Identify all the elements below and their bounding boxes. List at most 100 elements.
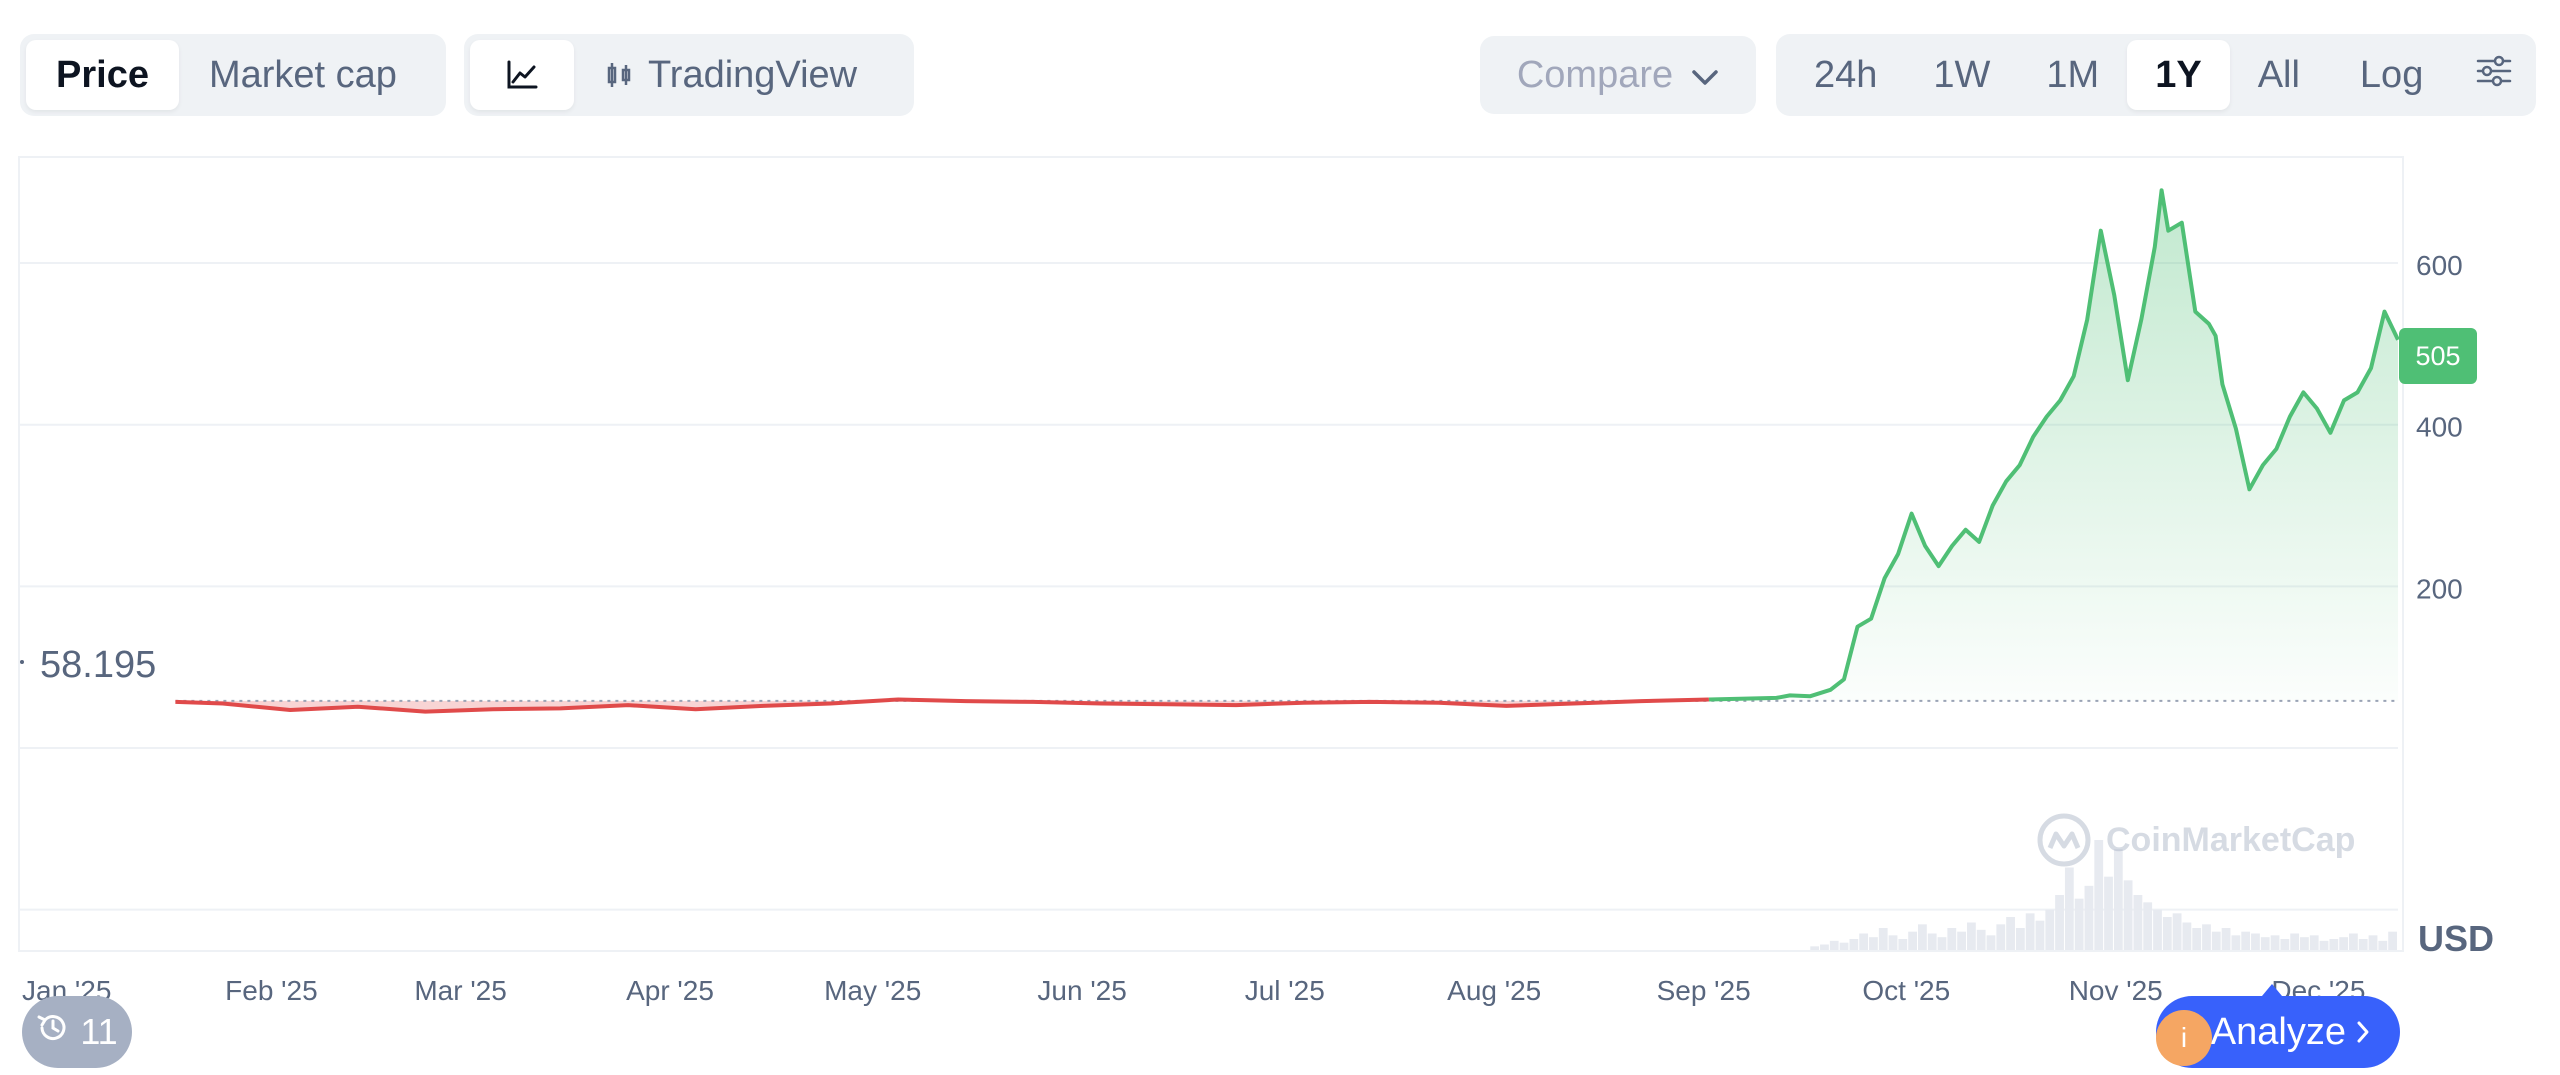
volume-bar (2349, 933, 2358, 950)
volume-bar (2319, 940, 2329, 950)
volume-bar (1996, 924, 2006, 950)
history-count: 11 (80, 1011, 118, 1052)
coinmarketcap-logo-icon (2037, 813, 2091, 867)
history-button[interactable]: 11 (22, 996, 132, 1068)
y-tick-label: 400 (2416, 412, 2463, 443)
volume-bar (2064, 867, 2074, 950)
volume-bar (2339, 937, 2349, 950)
volume-bar (2123, 880, 2133, 950)
volume-bar (2378, 940, 2388, 950)
volume-bar (1810, 946, 1820, 950)
sliders-icon (2475, 54, 2513, 97)
volume-bar (2006, 917, 2015, 950)
volume-bar (1986, 935, 1996, 950)
range-1y[interactable]: 1Y (2127, 40, 2230, 110)
volume-bar (2300, 937, 2309, 950)
volume-bar (1829, 940, 1839, 950)
volume-bar (2211, 931, 2221, 950)
info-icon[interactable]: i (2156, 1010, 2212, 1066)
volume-bar (2162, 917, 2172, 950)
volume-bar (2290, 933, 2300, 950)
log-scale-toggle[interactable]: Log (2359, 53, 2424, 96)
volume-bar (2329, 939, 2339, 950)
volume-bar (1878, 928, 1888, 950)
volume-bar (2309, 935, 2319, 950)
time-range-selector: 24h 1W 1M 1Y All Log (1776, 34, 2536, 116)
volume-bar (1918, 924, 1927, 950)
volume-bar (2182, 922, 2192, 950)
volume-bar (1947, 928, 1957, 950)
volume-bar (1839, 942, 1849, 950)
volume-bar (1927, 933, 1937, 950)
x-tick-label: May '25 (824, 975, 921, 1006)
volume-bar (2094, 840, 2104, 950)
chevron-down-icon (1691, 54, 1719, 97)
volume-bar (2104, 876, 2113, 950)
volume-bar (2192, 928, 2202, 950)
x-tick-label: Jul '25 (1245, 975, 1325, 1006)
y-tick-label: 200 (2416, 573, 2463, 604)
tradingview-button[interactable]: TradingView (574, 40, 887, 110)
chart-settings-button[interactable] (2455, 40, 2533, 110)
volume-bar (2074, 898, 2084, 950)
volume-bar (1849, 939, 1859, 950)
volume-bar (2388, 931, 2397, 950)
volume-bar (1820, 944, 1829, 950)
tab-price[interactable]: Price (26, 40, 179, 110)
baseline-price-label: 58.195 (36, 644, 161, 687)
current-price-badge: 505 (2399, 328, 2477, 384)
analyze-label: Analyze (2210, 1010, 2346, 1053)
line-chart-icon (506, 60, 538, 90)
x-tick-label: Mar '25 (414, 975, 507, 1006)
volume-bar (1869, 937, 1878, 950)
baseline-marker (20, 660, 24, 664)
volume-bar (2153, 909, 2162, 950)
compare-dropdown[interactable]: Compare (1480, 36, 1756, 114)
volume-bar (2133, 895, 2143, 950)
chevron-right-icon (2356, 1011, 2370, 1054)
volume-bar (1888, 935, 1898, 950)
volume-bar (2045, 909, 2055, 950)
volume-bar (1966, 922, 1976, 950)
compare-label: Compare (1516, 53, 1674, 96)
up-area-fill (1708, 190, 2398, 701)
watermark: CoinMarketCap (2036, 812, 2355, 868)
volume-bar (2251, 933, 2260, 950)
price-line-down (175, 697, 1709, 714)
x-tick-label: Nov '25 (2069, 975, 2163, 1006)
volume-bar (2015, 928, 2025, 950)
x-tick-label: Feb '25 (225, 975, 318, 1006)
volume-bar (2231, 935, 2241, 950)
history-icon (36, 1011, 70, 1054)
volume-bar (2260, 937, 2270, 950)
x-tick-label: Sep '25 (1657, 975, 1751, 1006)
chart-view-toggle: TradingView (464, 34, 914, 116)
range-24h[interactable]: 24h (1814, 53, 1878, 96)
volume-bar (2202, 924, 2211, 950)
range-1w[interactable]: 1W (1933, 53, 1991, 96)
volume-bar (2084, 885, 2094, 950)
volume-bar (1908, 931, 1918, 950)
volume-bar (2143, 902, 2153, 950)
volume-bar (1957, 931, 1966, 950)
volume-bar (2113, 849, 2123, 950)
x-tick-label: Jun '25 (1037, 975, 1126, 1006)
tab-market-cap[interactable]: Market cap (208, 53, 397, 96)
price-line-up (1708, 188, 2400, 702)
volume-bar (2025, 913, 2035, 950)
volume-bar (1898, 939, 1908, 950)
volume-bar (1976, 929, 1986, 950)
volume-bar (2270, 935, 2280, 950)
price-chart-area[interactable] (18, 156, 2404, 952)
volume-bar (2221, 928, 2231, 950)
down-area-fill (175, 699, 1709, 712)
volume-bar (2241, 931, 2251, 950)
chart-type-toggle: Price Market cap (20, 34, 446, 116)
volume-bar (2368, 935, 2378, 950)
volume-bar (2035, 920, 2045, 950)
line-view-button[interactable] (470, 40, 574, 110)
range-1m[interactable]: 1M (2046, 53, 2100, 96)
range-all[interactable]: All (2257, 53, 2300, 96)
currency-label: USD (2418, 918, 2495, 959)
